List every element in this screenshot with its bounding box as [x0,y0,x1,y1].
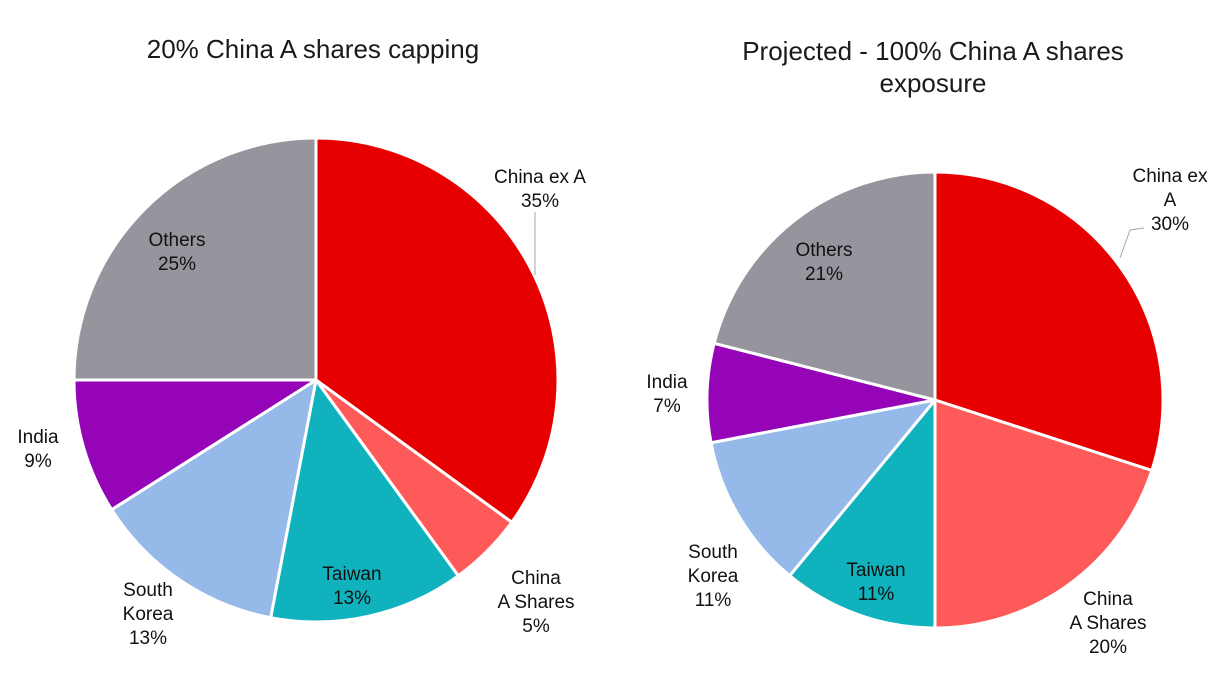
data-label-others: Others 25% [148,230,205,275]
leader-line-china-ex-a [1119,227,1145,259]
data-label-south-korea: South Korea 13% [123,580,174,649]
pie-slices [72,136,560,624]
chart-title: 20% China A shares capping [147,34,479,64]
slice-india [72,378,318,512]
slice-south-korea [709,398,937,578]
chart-title: Projected - 100% China A shares exposure [742,36,1124,98]
pie-chart-2: Projected - 100% China A shares exposure C… [646,36,1208,658]
data-label-china-a-shares: China A Shares 5% [497,568,574,637]
slice-others [712,170,937,402]
slice-china-ex-a [314,136,560,524]
slice-taiwan [269,378,460,624]
slice-taiwan [788,398,937,630]
data-label-india: India 9% [17,427,59,472]
data-label-china-a-shares: China A Shares 20% [1069,589,1146,658]
slice-china-ex-a [933,170,1165,472]
data-label-china-ex-a: China ex A 30% [1133,166,1208,235]
data-label-india: India 7% [646,372,688,417]
data-label-south-korea: South Korea 11% [688,542,739,611]
data-label-taiwan: Taiwan 13% [322,564,381,609]
data-label-others: Others 21% [795,240,852,285]
pie-slices [705,170,1165,630]
slice-china-a-shares [933,398,1154,630]
data-label-taiwan: Taiwan 11% [846,560,905,605]
pie-chart-1: 20% China A shares capping China ex A 35% C… [17,34,586,649]
slice-others [72,136,318,382]
data-label-china-ex-a: China ex A 35% [494,167,586,212]
slice-south-korea [110,378,318,620]
